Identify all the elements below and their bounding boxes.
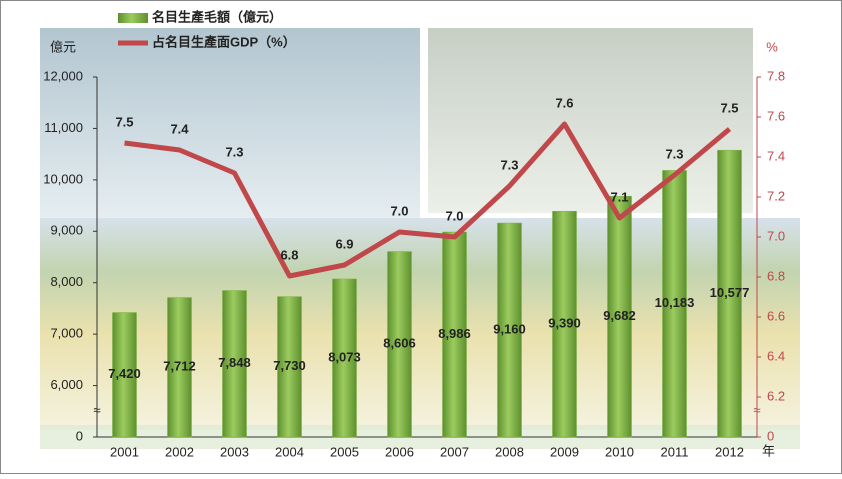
bar	[277, 296, 302, 438]
x-tick-label: 2008	[495, 444, 524, 459]
y2-tick-label: 6.4	[767, 348, 785, 363]
bar	[717, 149, 742, 438]
y2-tick-label: 7.2	[767, 188, 785, 203]
bar-value-label: 9,390	[548, 316, 581, 331]
x-tick-label: 2002	[165, 444, 194, 459]
x-tick-label: 2003	[220, 444, 249, 459]
bar	[662, 170, 687, 438]
x-tick-label: 2001	[110, 444, 139, 459]
y-tick-label: 10,000	[43, 171, 83, 186]
y2-tick-label: 7.4	[767, 148, 785, 163]
y-tick-label: 8,000	[50, 274, 83, 289]
y-tick-label: 12,000	[43, 68, 83, 83]
bar-value-label: 9,682	[603, 308, 636, 323]
bar-value-label: 7,848	[218, 355, 251, 370]
y2-tick-label: 7.0	[767, 228, 785, 243]
line	[124, 121, 732, 279]
bar	[222, 290, 247, 438]
line-value-label: 6.9	[335, 236, 353, 251]
legend-label: 名目生產毛額（億元）	[152, 9, 282, 24]
photo-fishing	[40, 28, 420, 218]
y2-tick-label: 6.2	[767, 388, 785, 403]
bar-value-label: 7,420	[108, 366, 141, 381]
bar-value-label: 7,712	[163, 359, 196, 374]
bar	[387, 251, 412, 438]
y-tick-label: 6,000	[50, 377, 83, 392]
x-tick-label: 2004	[275, 444, 304, 459]
legend-swatch	[118, 13, 148, 23]
y-tick-label: 0	[76, 428, 83, 443]
y-tick-label: 7,000	[50, 326, 83, 341]
y2-tick-label: 7.6	[767, 108, 785, 123]
bar-value-label: 8,986	[438, 326, 471, 341]
line-value-label: 7.3	[500, 157, 518, 172]
bar-value-label: 10,183	[655, 295, 695, 310]
bar-value-label: 9,160	[493, 321, 526, 336]
line-value-label: 7.5	[115, 114, 133, 129]
bar	[112, 312, 137, 438]
legend-label: 占名目生產面GDP（%）	[152, 34, 296, 49]
line-value-label: 7.0	[445, 208, 463, 223]
y2-tick-label: 7.8	[767, 68, 785, 83]
bar	[497, 222, 522, 438]
bar	[442, 231, 467, 438]
line-value-label: 7.5	[720, 100, 738, 115]
bar-value-label: 8,073	[328, 349, 361, 364]
x-tick-label: 2010	[605, 444, 634, 459]
y2-axis-label: %	[766, 39, 778, 54]
line-value-label: 7.0	[390, 203, 408, 218]
bar	[552, 210, 577, 438]
y-axis-label: 億元	[50, 39, 76, 54]
y2-tick-label: 6.6	[767, 308, 785, 323]
x-axis-label: 年	[762, 443, 775, 458]
line-value-label: 7.3	[665, 146, 683, 161]
bar	[332, 278, 357, 438]
photo-farm	[428, 28, 753, 213]
line-value-label: 7.4	[170, 121, 189, 136]
x-tick-label: 2007	[440, 444, 469, 459]
bar-value-label: 7,730	[273, 358, 306, 373]
bar-value-label: 10,577	[710, 285, 750, 300]
bar-value-label: 8,606	[383, 336, 416, 351]
line-value-label: 7.3	[225, 144, 243, 159]
x-tick-label: 2012	[715, 444, 744, 459]
line-value-label: 7.1	[610, 189, 628, 204]
bar	[167, 297, 192, 438]
x-tick-label: 2006	[385, 444, 414, 459]
line-value-label: 6.8	[280, 247, 298, 262]
line-value-label: 7.6	[555, 95, 573, 110]
x-tick-label: 2011	[661, 444, 689, 459]
y-tick-label: 9,000	[50, 223, 83, 238]
y2-tick-label: 6.8	[767, 268, 785, 283]
y2-tick-label: 0	[767, 428, 774, 443]
y-tick-label: 11,000	[44, 120, 83, 135]
bar	[607, 195, 632, 438]
x-tick-label: 2005	[330, 444, 359, 459]
x-tick-label: 2009	[550, 444, 579, 459]
